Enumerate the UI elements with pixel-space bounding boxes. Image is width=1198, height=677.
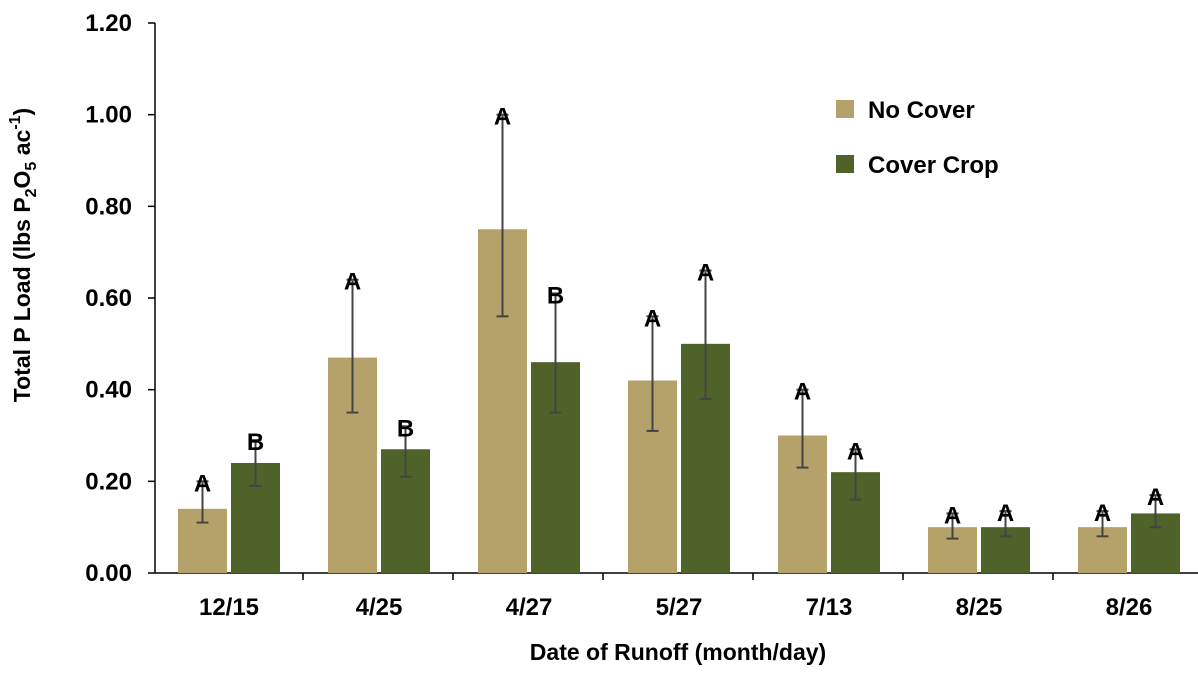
significance-letter: B [397, 415, 414, 442]
y-axis-title-subscript: 2 [23, 188, 40, 197]
y-axis-title: Total P Load (lbs P2O5 ac-1) [7, 108, 40, 402]
significance-letter: A [944, 502, 961, 529]
x-tick-label: 8/26 [1106, 594, 1153, 621]
y-axis-title-part: ) [9, 108, 35, 116]
y-tick-label: 1.00 [85, 102, 132, 129]
y-tick-label: 0.20 [85, 468, 132, 495]
y-axis-title-superscript: -1 [7, 115, 24, 129]
significance-letter: A [494, 104, 511, 131]
y-axis-title-subscript: 5 [23, 162, 40, 171]
legend-label: No Cover [868, 97, 975, 124]
y-tick-label: 1.20 [85, 10, 132, 37]
y-axis-title-part: O [9, 171, 35, 189]
significance-letter: A [1147, 484, 1164, 511]
x-tick-label: 12/15 [199, 594, 259, 621]
x-tick-label: 7/13 [806, 594, 853, 621]
y-tick-label: 0.00 [85, 560, 132, 587]
legend-swatch [836, 155, 854, 173]
legend-label: Cover Crop [868, 152, 999, 179]
x-tick-label: 5/27 [656, 594, 703, 621]
significance-letter: A [1094, 500, 1111, 527]
significance-letter: A [847, 438, 864, 465]
x-tick-label: 4/25 [356, 594, 403, 621]
significance-letter: B [547, 282, 564, 309]
legend: No Cover Cover Crop [836, 97, 999, 179]
y-axis-title-text: Total P Load (lbs P2O5 ac-1) [7, 108, 40, 402]
significance-letter: B [247, 429, 264, 456]
significance-letter: A [794, 379, 811, 406]
plot-area: 0.00 0.20 0.40 0.60 0.80 1.00 1.20 12/15 4/25 4/2… [85, 10, 1198, 621]
significance-letter: A [344, 269, 361, 296]
legend-swatch [836, 100, 854, 118]
y-axis-title-part: Total P Load (lbs P [9, 197, 35, 402]
x-tick-label: 4/27 [506, 594, 553, 621]
y-tick-label: 0.60 [85, 285, 132, 312]
y-axis-title-part: ac [9, 129, 35, 161]
x-tick-label: 8/25 [956, 594, 1003, 621]
x-axis-title: Date of Runoff (month/day) [530, 639, 826, 665]
y-tick-label: 0.40 [85, 377, 132, 404]
significance-letter: A [997, 500, 1014, 527]
significance-letter: A [644, 305, 661, 332]
y-tick-label: 0.80 [85, 193, 132, 220]
significance-letter: A [194, 470, 211, 497]
significance-letter: A [697, 260, 714, 287]
